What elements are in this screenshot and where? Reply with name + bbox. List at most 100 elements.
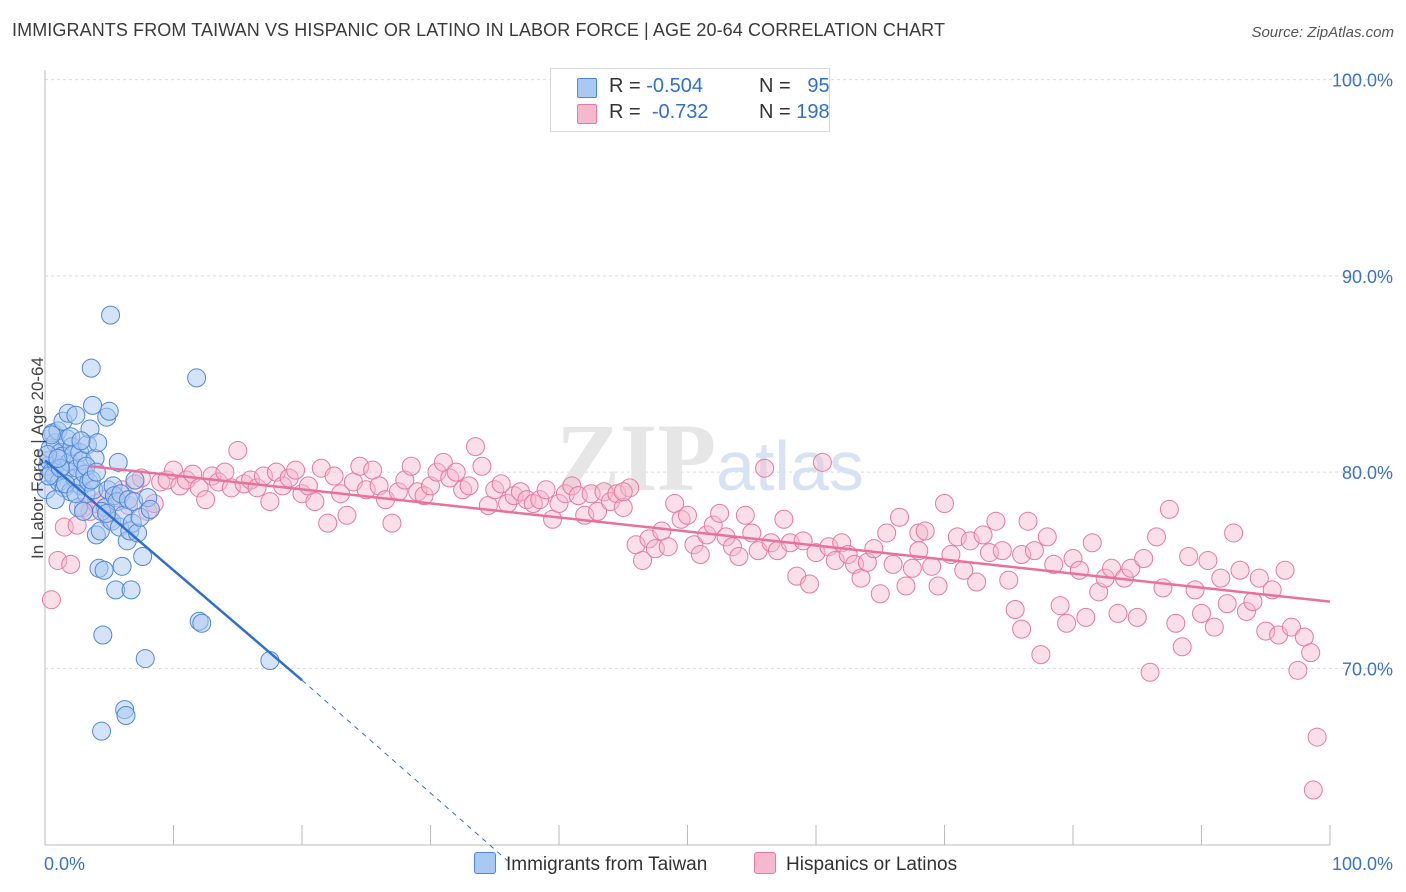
hispanic-point	[986, 511, 1006, 531]
hispanic-point	[690, 545, 710, 565]
taiwan-point	[48, 448, 68, 468]
hispanic-point	[427, 462, 447, 482]
hispanic-point	[1281, 617, 1301, 637]
hispanic-point	[633, 550, 653, 570]
trend-line-taiwan	[44, 459, 303, 682]
hispanic-point	[324, 466, 344, 486]
hispanic-point	[1140, 662, 1160, 682]
hispanic-point	[356, 480, 376, 500]
taiwan-point	[140, 499, 160, 519]
tick-labels: 70.0% 80.0% 90.0% 100.0% 0.0% 100.0%	[44, 71, 1393, 874]
hispanic-point	[1275, 560, 1295, 580]
hispanic-point	[1069, 560, 1089, 580]
hispanic-point	[1147, 527, 1167, 547]
y-tick-label: 70.0%	[1342, 659, 1393, 679]
hispanic-point	[41, 590, 61, 610]
hispanic-point	[1301, 643, 1321, 663]
hispanic-point	[613, 482, 633, 502]
r-stat-hispanic: R = -0.732	[609, 101, 709, 123]
hispanic-point	[459, 476, 479, 496]
hispanic-point	[1159, 499, 1179, 519]
hispanic-point	[1012, 545, 1032, 565]
hispanic-point	[382, 513, 402, 533]
hispanic-point	[1134, 548, 1154, 568]
hispanic-point	[1057, 613, 1077, 633]
n-stat-taiwan: N = 95	[759, 75, 830, 97]
taiwan-point	[108, 452, 128, 472]
hispanic-point	[588, 501, 608, 521]
trend-line-hispanic	[89, 464, 1331, 603]
hispanic-point	[800, 574, 820, 594]
hispanic-point	[883, 554, 903, 574]
watermark-atlas: atlas	[716, 427, 864, 505]
hispanic-point	[510, 482, 530, 502]
hispanic-point	[999, 570, 1019, 590]
taiwan-point	[71, 431, 91, 451]
r-stat-taiwan: R = -0.504	[609, 75, 703, 97]
hispanic-point	[864, 539, 884, 559]
hispanic-point	[1063, 548, 1083, 568]
hispanic-point	[1307, 727, 1327, 747]
hispanic-point	[755, 458, 775, 478]
hispanic-point	[196, 490, 216, 510]
hispanic-point	[1224, 523, 1244, 543]
hispanic-point	[1192, 603, 1211, 623]
trend-line-taiwan-extension	[301, 679, 508, 862]
series-legend: Immigrants from Taiwan Hispanics or Lati…	[0, 852, 1406, 878]
hispanic-point	[1044, 554, 1064, 574]
hispanic-point	[1217, 594, 1237, 614]
hispanic-point	[967, 572, 987, 592]
hispanic-point	[806, 543, 826, 563]
grid-lines	[45, 79, 1390, 669]
hispanic-point	[350, 456, 370, 476]
chart-title: IMMIGRANTS FROM TAIWAN VS HISPANIC OR LA…	[12, 20, 946, 40]
stats-legend: R = -0.504 N = 95 R = -0.732 N = 198	[550, 68, 830, 132]
hispanic-point	[735, 505, 755, 525]
hispanic-point	[549, 494, 569, 514]
hispanic-point	[600, 492, 620, 512]
taiwan-point	[101, 305, 121, 325]
taiwan-point	[125, 470, 145, 490]
hispanic-point	[960, 531, 980, 551]
hispanic-point	[562, 476, 582, 496]
taiwan-swatch	[577, 78, 597, 98]
hispanic-point	[446, 462, 466, 482]
watermark-zip: ZIP	[556, 404, 716, 511]
n-stat-hispanic: N = 198	[759, 101, 830, 123]
hispanic-point	[896, 576, 916, 596]
taiwan-point	[133, 547, 153, 567]
hispanic-point	[825, 550, 845, 570]
hispanic-point	[1243, 592, 1263, 612]
hispanic-point	[1166, 613, 1186, 633]
hispanic-point	[305, 492, 325, 512]
trend-lines	[44, 459, 1331, 862]
taiwan-point	[94, 560, 114, 580]
hispanic-point	[1179, 547, 1199, 567]
legend-label-hispanic: Hispanics or Latinos	[786, 854, 958, 875]
hispanic-point	[530, 490, 550, 510]
taiwan-point	[187, 368, 207, 388]
legend-item-hispanic: Hispanics or Latinos	[754, 852, 957, 876]
hispanic-point	[1018, 511, 1038, 531]
hispanic-point	[1230, 560, 1250, 580]
hispanic-point	[1303, 780, 1323, 800]
hispanic-point	[536, 480, 556, 500]
hispanic-point	[1198, 550, 1218, 570]
hispanic-point	[1082, 533, 1102, 553]
taiwan-point	[66, 405, 86, 425]
hispanic-point	[1127, 607, 1147, 627]
hispanic-point	[228, 441, 248, 461]
hispanic-point	[1031, 645, 1051, 665]
legend-item-taiwan: Immigrants from Taiwan	[474, 852, 707, 876]
taiwan-point	[45, 490, 65, 510]
hispanic-point	[48, 550, 68, 570]
hispanic-point	[729, 547, 749, 567]
hispanic-point	[915, 521, 935, 541]
hispanic-point	[491, 474, 511, 494]
taiwan-point	[41, 425, 61, 445]
taiwan-point	[92, 721, 112, 741]
hispanic-point	[1249, 568, 1269, 588]
hispanic-point	[774, 509, 794, 529]
hispanic-point	[710, 503, 730, 523]
taiwan-point	[192, 613, 212, 633]
